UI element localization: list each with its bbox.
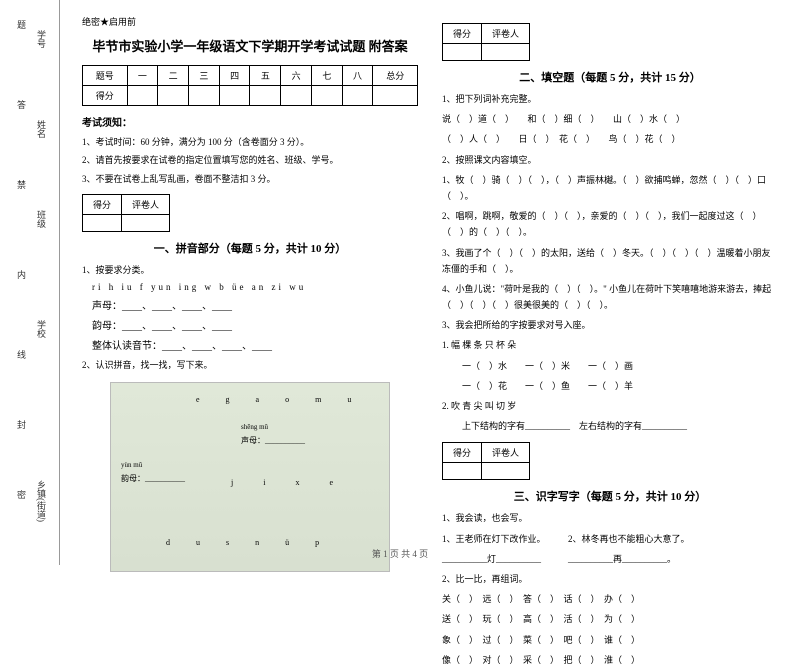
fill-line: （ ）人（ ） 日（ ） 花（ ） 鸟（ ）花（ ） <box>442 131 778 147</box>
fill-line: 4、小鱼儿说："荷叶是我的（ ）（ ）。" 小鱼儿在荷叶下笑嘻嘻地游来游去，捧起… <box>442 281 778 313</box>
fill-line: 整体认读音节：____、____、____、____ <box>92 337 418 352</box>
question: 1、按要求分类。 <box>82 262 418 278</box>
right-column: 得分评卷人 二、填空题（每题 5 分，共计 15 分） 1、把下列词补充完整。 … <box>430 15 790 550</box>
fill-line: 韵母：____、____、____、____ <box>92 317 418 332</box>
table-row: 得分 <box>83 86 418 106</box>
margin-label: 学号 <box>35 30 48 48</box>
fill-line: 1、王老师在灯下改作业。 2、林冬再也不能粗心大意了。 <box>442 531 778 547</box>
margin-dash: 密 <box>15 490 28 499</box>
score-table: 题号 一 二 三 四 五 六 七 八 总分 得分 <box>82 65 418 106</box>
grader-table: 得分评卷人 <box>82 194 170 232</box>
section-3-title: 三、识字写字（每题 5 分，共计 10 分） <box>442 488 778 504</box>
section-2-title: 二、填空题（每题 5 分，共计 15 分） <box>442 69 778 85</box>
fill-line: 3、我画了个（ ）（ ）的太阳，送给（ ）冬天。（ ）（ ）（ ）温暖着小朋友冻… <box>442 245 778 277</box>
question: 2、比一比，再组词。 <box>442 571 778 587</box>
pinyin-snake-image: e g a o m u shēng mǔ 声母：__________ yùn m… <box>110 382 390 572</box>
pinyin-letters: ri h iu f yun ing w b üe an zi wu <box>92 282 418 292</box>
left-column: 绝密★启用前 毕节市实验小学一年级语文下学期开学考试试题 附答案 题号 一 二 … <box>70 15 430 550</box>
fill-line: 1、牧（ ）骑（ ）（ ），（ ）声振林樾。（ ）欲捕鸣蝉，忽然（ ）（ ）口（… <box>442 172 778 204</box>
notice-item: 1、考试时间：60 分钟，满分为 100 分（含卷面分 3 分）。 <box>82 135 418 149</box>
fill-line: 一（ ）花 一（ ）鱼 一（ ）羊 <box>462 378 778 394</box>
margin-label: 姓名 <box>35 120 48 138</box>
question: 1、把下列词补充完整。 <box>442 91 778 107</box>
notice-item: 3、不要在试卷上乱写乱画，卷面不整洁扣 3 分。 <box>82 172 418 186</box>
margin-dash: 答 <box>15 100 28 109</box>
section-1-title: 一、拼音部分（每题 5 分，共计 10 分） <box>82 240 418 256</box>
fill-line: 关（ ） 远（ ） 答（ ） 话（ ） 办（ ） <box>442 591 778 607</box>
question: 2、按照课文内容填空。 <box>442 152 778 168</box>
margin-label: 学校 <box>35 320 48 338</box>
secret-label: 绝密★启用前 <box>82 15 418 28</box>
question: 2、认识拼音，找一找，写下来。 <box>82 357 418 373</box>
fill-line: 说（ ）道（ ） 和（ ）细（ ） 山（ ）水（ ） <box>442 111 778 127</box>
word-bank: 2. 吹 青 尖 叫 切 岁 <box>442 398 778 414</box>
margin-dash: 线 <box>15 350 28 359</box>
binding-margin: 学号 姓名 班级 学校 乡镇(街道) 题 答 禁 内 线 封 密 <box>0 0 60 565</box>
fill-line: 象（ ） 过（ ） 菜（ ） 吧（ ） 谁（ ） <box>442 632 778 648</box>
fill-line: 2、唱啊，跳啊，敬爱的（ ）（ ），亲爱的（ ）（ ），我们一起度过这（ ）（ … <box>442 208 778 240</box>
margin-label: 班级 <box>35 210 48 228</box>
exam-title: 毕节市实验小学一年级语文下学期开学考试试题 附答案 <box>82 36 418 55</box>
margin-dash: 内 <box>15 270 28 279</box>
table-row: 题号 一 二 三 四 五 六 七 八 总分 <box>83 66 418 86</box>
fill-line: 一（ ）水 一（ ）米 一（ ）画 <box>462 358 778 374</box>
content-area: 绝密★启用前 毕节市实验小学一年级语文下学期开学考试试题 附答案 题号 一 二 … <box>60 0 800 565</box>
page-footer: 第 1 页 共 4 页 <box>0 547 800 560</box>
question: 3、我会把所给的字按要求对号入座。 <box>442 317 778 333</box>
question: 1、我会读，也会写。 <box>442 510 778 526</box>
grader-table: 得分评卷人 <box>442 23 530 61</box>
fill-line: 上下结构的字有__________ 左右结构的字有__________ <box>462 418 778 434</box>
fill-line: 送（ ） 玩（ ） 高（ ） 活（ ） 为（ ） <box>442 611 778 627</box>
margin-label: 乡镇(街道) <box>35 480 48 522</box>
grader-table: 得分评卷人 <box>442 442 530 480</box>
fill-line: 像（ ） 对（ ） 采（ ） 把（ ） 淮（ ） <box>442 652 778 668</box>
page: 学号 姓名 班级 学校 乡镇(街道) 题 答 禁 内 线 封 密 绝密★启用前 … <box>0 0 800 565</box>
margin-dash: 禁 <box>15 180 28 189</box>
word-bank: 1. 幅 棵 条 只 杯 朵 <box>442 337 778 353</box>
notice-heading: 考试须知： <box>82 114 418 129</box>
margin-dash: 封 <box>15 420 28 429</box>
notice-item: 2、请首先按要求在试卷的指定位置填写您的姓名、班级、学号。 <box>82 153 418 167</box>
margin-dash: 题 <box>15 20 28 29</box>
fill-line: 声母：____、____、____、____ <box>92 297 418 312</box>
